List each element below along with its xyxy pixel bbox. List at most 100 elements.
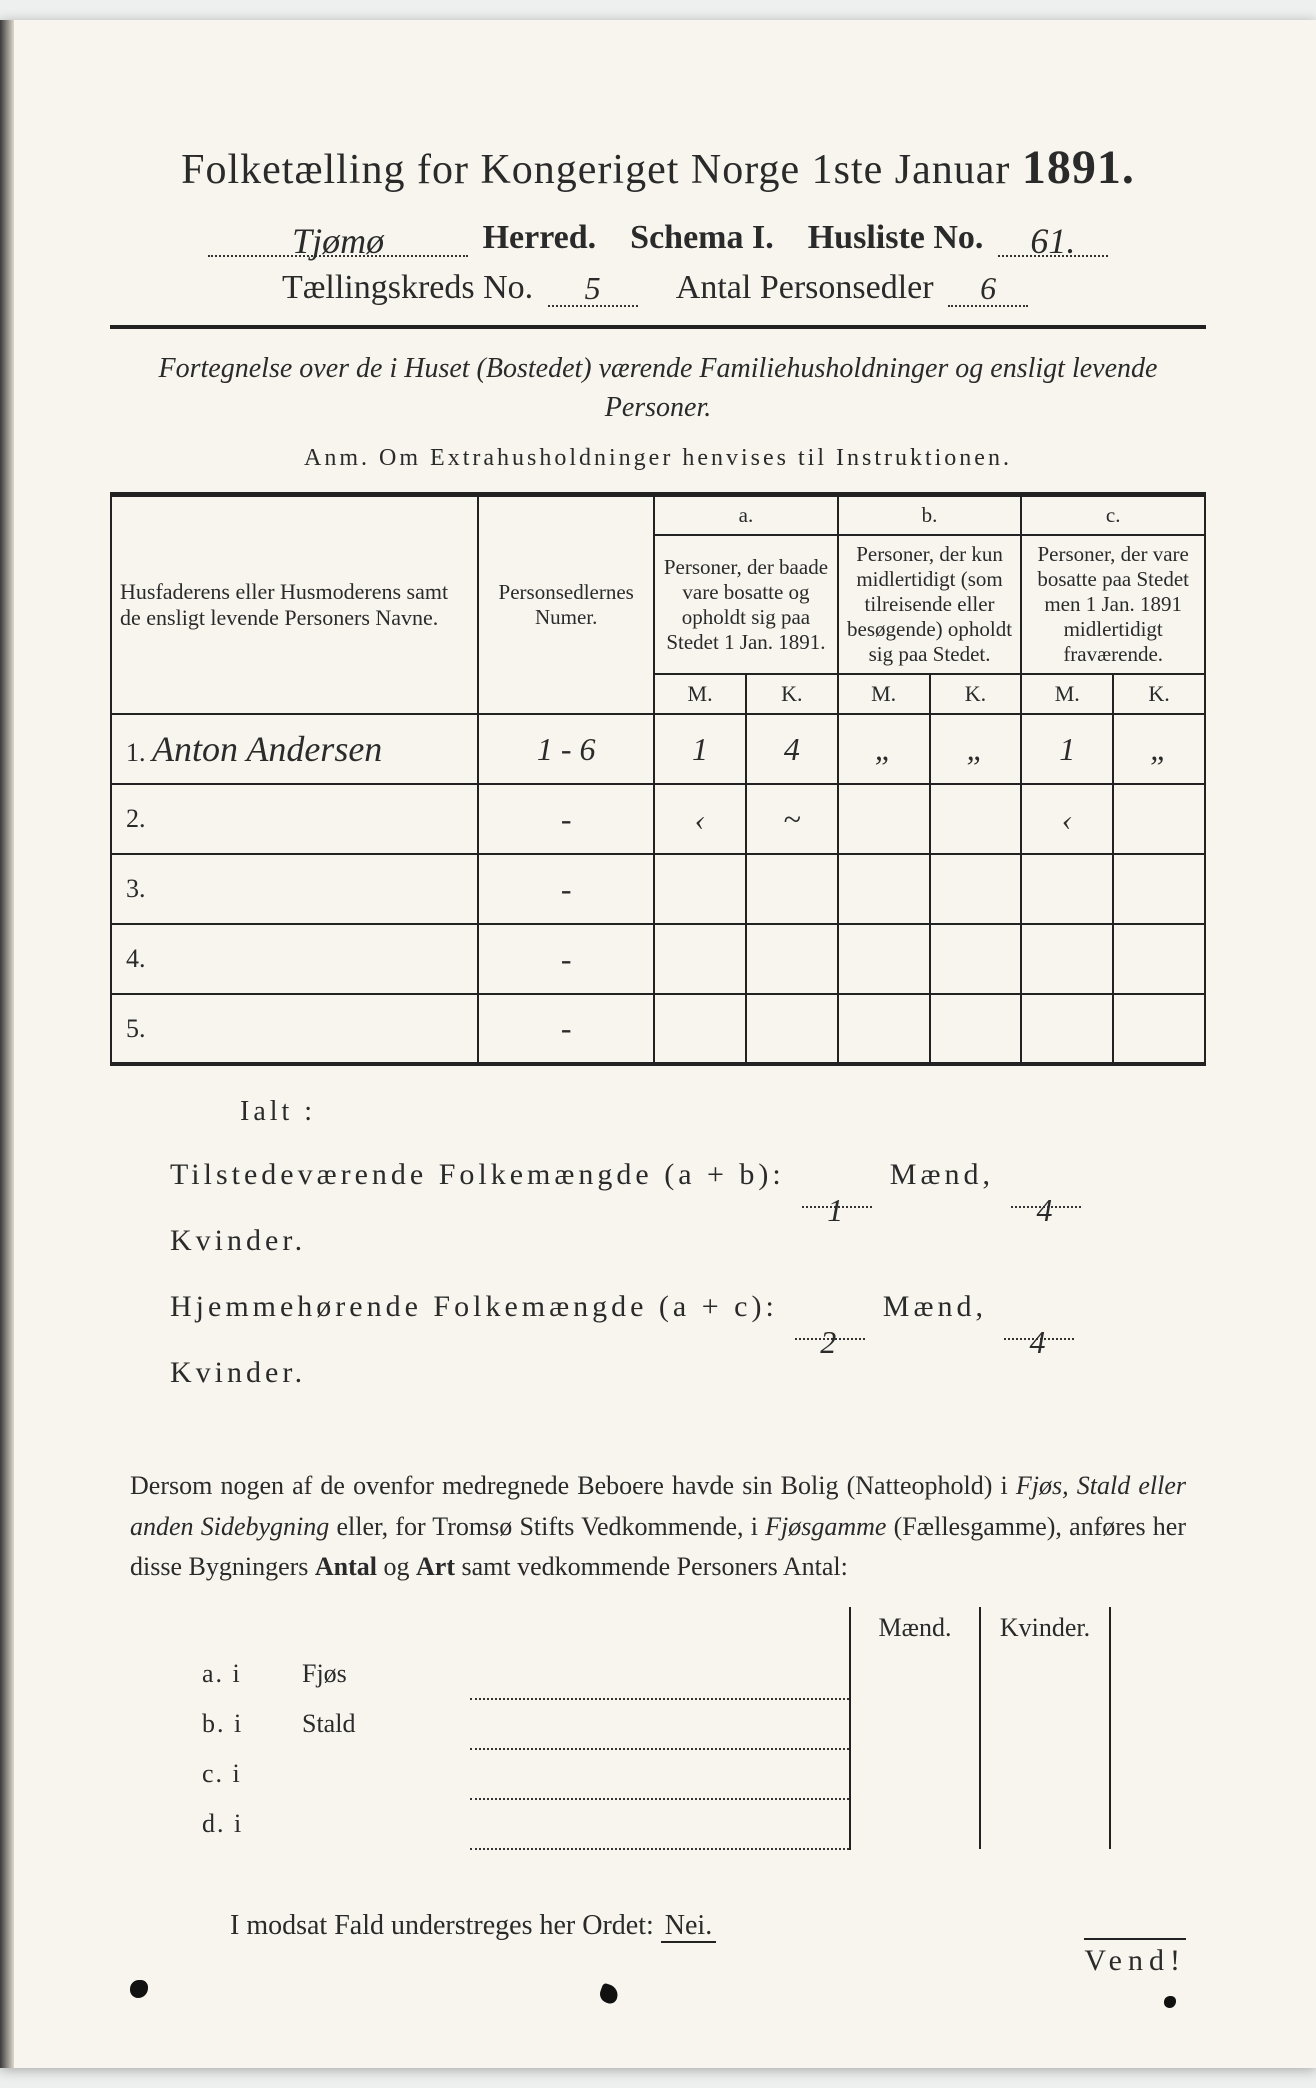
para-b1: Antal [315, 1552, 377, 1581]
row-number: 3. [111, 854, 478, 924]
totals-block: Tilstedeværende Folkemængde (a + b): 1 M… [170, 1142, 1206, 1406]
bld-label: b. i [190, 1699, 290, 1749]
bld-hd-k: Kvinder. [980, 1607, 1110, 1649]
col-num-header: Personsedlernes Numer. [478, 495, 654, 715]
row-cK [1113, 854, 1205, 924]
tot2-k: 4 [1029, 1307, 1049, 1377]
para-i2: Fjøsgamme [765, 1512, 886, 1541]
bld-m [850, 1799, 980, 1849]
row-num-cell: - [478, 854, 654, 924]
annotation: Anm. Om Extrahusholdninger henvises til … [110, 445, 1206, 472]
building-paragraph: Dersom nogen af de ovenfor medregnede Be… [130, 1466, 1186, 1587]
nei-word: Nei. [661, 1910, 716, 1943]
bld-type [290, 1749, 470, 1799]
ink-blot-icon [597, 1982, 620, 2005]
row-number: 1. Anton Andersen [111, 714, 478, 784]
row-cK: „ [1113, 714, 1205, 784]
vend-label: Vend! [1084, 1938, 1186, 1978]
a-m: M. [654, 674, 746, 714]
para-t1: Dersom nogen af de ovenfor medregnede Be… [130, 1471, 1016, 1500]
tot-kvinder: Kvinder. [170, 1224, 306, 1257]
bld-m [850, 1749, 980, 1799]
row-cM [1021, 854, 1113, 924]
bld-dots [470, 1799, 850, 1849]
row-bM [838, 784, 930, 854]
persons-table: Husfaderens eller Husmoderens samt de en… [110, 492, 1206, 1066]
divider [110, 325, 1206, 329]
tot-maend2: Mænd, [883, 1290, 987, 1323]
bld-k [980, 1749, 1110, 1799]
row-bK: „ [930, 714, 1022, 784]
bld-row: d. i [190, 1799, 1110, 1849]
c-k: K. [1113, 674, 1205, 714]
schema-label: Schema I. [630, 219, 774, 256]
table-row: 1. Anton Andersen1 - 614„„1„ [111, 714, 1205, 784]
row-number: 5. [111, 994, 478, 1064]
nei-line: I modsat Fald understreges her Ordet: Ne… [230, 1910, 1206, 1942]
ink-blot-icon [1164, 1996, 1176, 2008]
bld-dots [470, 1699, 850, 1749]
bld-row: b. iStald [190, 1699, 1110, 1749]
bld-type [290, 1799, 470, 1849]
row-cM [1021, 924, 1113, 994]
row-num-cell: 1 - 6 [478, 714, 654, 784]
row-aK: ~ [746, 784, 838, 854]
bld-type: Fjøs [290, 1649, 470, 1699]
b-k: K. [930, 674, 1022, 714]
row-cM: 1 [1021, 714, 1113, 784]
title-text: Folketælling for Kongeriget Norge 1ste J… [181, 147, 1010, 193]
husliste-value: 61. [1030, 220, 1075, 262]
bld-row: c. i [190, 1749, 1110, 1799]
antal-label: Antal Personsedler [676, 269, 934, 306]
col-b-desc: Personer, der kun midlertidigt (som tilr… [838, 535, 1022, 674]
table-row: 3. - [111, 854, 1205, 924]
bld-dots [470, 1649, 850, 1699]
b-m: M. [838, 674, 930, 714]
para-b2: Art [416, 1552, 455, 1581]
row-aK [746, 994, 838, 1064]
row-bK [930, 994, 1022, 1064]
row-aK: 4 [746, 714, 838, 784]
para-t5: samt vedkommende Personers Antal: [455, 1552, 848, 1581]
tot2-label: Hjemmehørende Folkemængde (a + c): [170, 1290, 778, 1323]
col-a-head: a. [654, 495, 838, 536]
row-cK [1113, 994, 1205, 1064]
kreds-label: Tællingskreds No. [282, 269, 533, 306]
row-cM [1021, 994, 1113, 1064]
kreds-line: Tællingskreds No. 5 Antal Personsedler 6 [110, 269, 1206, 307]
row-bM: „ [838, 714, 930, 784]
ialt-label: Ialt : [240, 1096, 1206, 1128]
col-c-desc: Personer, der vare bosatte paa Stedet me… [1021, 535, 1205, 674]
kreds-value: 5 [585, 270, 601, 307]
row-num-cell: - [478, 994, 654, 1064]
husliste-label: Husliste No. [808, 219, 984, 256]
bld-label: a. i [190, 1649, 290, 1699]
scan-edge [0, 20, 14, 2068]
herred-label: Herred. [483, 219, 597, 256]
subtitle: Fortegnelse over de i Huset (Bostedet) v… [150, 349, 1166, 427]
bld-hd-m: Mænd. [850, 1607, 980, 1649]
c-m: M. [1021, 674, 1113, 714]
row-bK [930, 854, 1022, 924]
bld-m [850, 1649, 980, 1699]
bld-k [980, 1699, 1110, 1749]
row-aK [746, 854, 838, 924]
row-bK [930, 784, 1022, 854]
bld-row: a. iFjøs [190, 1649, 1110, 1699]
para-t4: og [377, 1552, 416, 1581]
tot-maend: Mænd, [890, 1158, 994, 1191]
row-aK [746, 924, 838, 994]
ink-blot-icon [130, 1980, 148, 1998]
bld-m [850, 1699, 980, 1749]
bld-dots [470, 1749, 850, 1799]
title-year: 1891. [1022, 141, 1135, 194]
row-aM: ‹ [654, 784, 746, 854]
para-t2: eller, for Tromsø Stifts Vedkommende, i [329, 1512, 765, 1541]
row-num-cell: - [478, 924, 654, 994]
totals-line-1: Tilstedeværende Folkemængde (a + b): 1 M… [170, 1142, 1206, 1274]
row-cK [1113, 784, 1205, 854]
nei-text: I modsat Fald understreges her Ordet: [230, 1910, 654, 1941]
bld-k [980, 1649, 1110, 1699]
main-title: Folketælling for Kongeriget Norge 1ste J… [110, 140, 1206, 195]
row-aM [654, 924, 746, 994]
